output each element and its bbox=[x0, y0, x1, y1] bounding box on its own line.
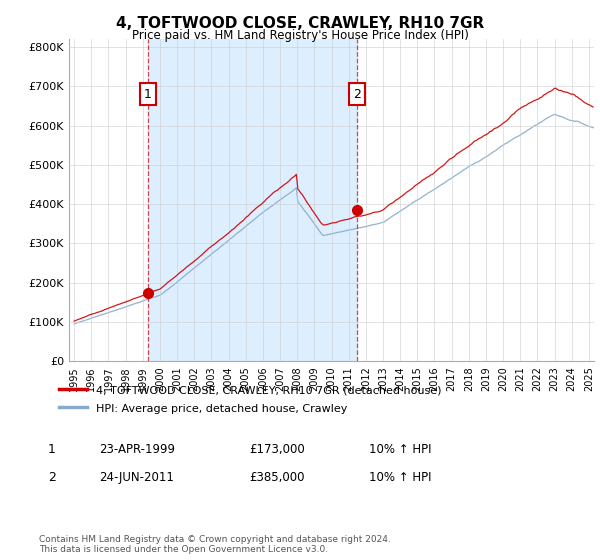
Text: £173,000: £173,000 bbox=[249, 443, 305, 456]
Text: 23-APR-1999: 23-APR-1999 bbox=[99, 443, 175, 456]
Text: 1: 1 bbox=[144, 88, 152, 101]
Text: 1: 1 bbox=[47, 443, 56, 456]
Text: 2: 2 bbox=[47, 471, 56, 484]
Text: 24-JUN-2011: 24-JUN-2011 bbox=[99, 471, 174, 484]
Text: Price paid vs. HM Land Registry's House Price Index (HPI): Price paid vs. HM Land Registry's House … bbox=[131, 29, 469, 42]
Text: 10% ↑ HPI: 10% ↑ HPI bbox=[369, 443, 431, 456]
Bar bbox=[148, 39, 357, 361]
Legend: 4, TOFTWOOD CLOSE, CRAWLEY, RH10 7GR (detached house), HPI: Average price, detac: 4, TOFTWOOD CLOSE, CRAWLEY, RH10 7GR (de… bbox=[53, 377, 448, 421]
Text: 4, TOFTWOOD CLOSE, CRAWLEY, RH10 7GR: 4, TOFTWOOD CLOSE, CRAWLEY, RH10 7GR bbox=[116, 16, 484, 31]
Text: 10% ↑ HPI: 10% ↑ HPI bbox=[369, 471, 431, 484]
Text: £385,000: £385,000 bbox=[249, 471, 305, 484]
Text: Contains HM Land Registry data © Crown copyright and database right 2024.
This d: Contains HM Land Registry data © Crown c… bbox=[39, 535, 391, 554]
Text: 2: 2 bbox=[353, 88, 361, 101]
